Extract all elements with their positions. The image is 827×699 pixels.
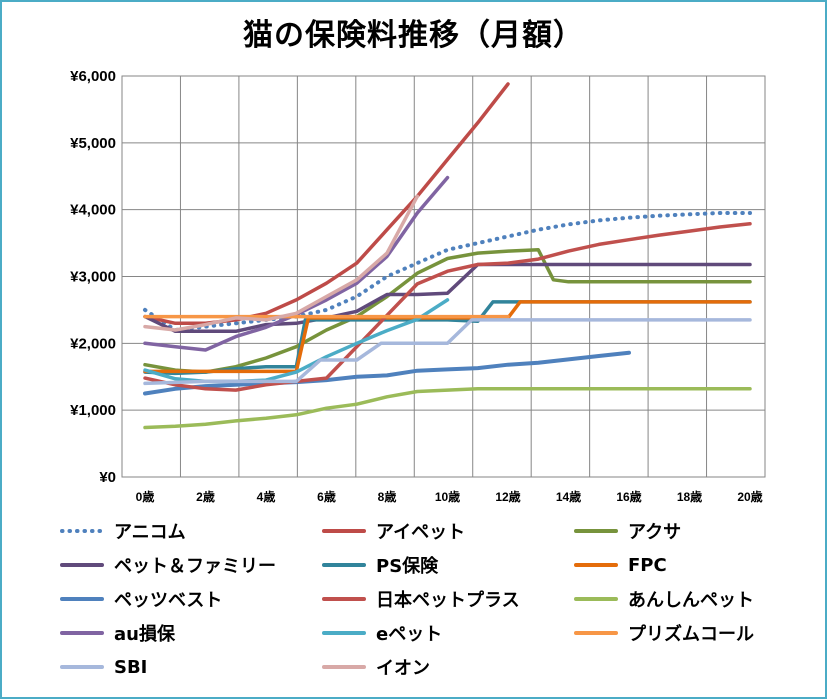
- series-line-5: [143, 300, 752, 374]
- series-line-0: [143, 211, 752, 332]
- x-tick-label: 12歳: [495, 489, 520, 504]
- series-line-12: [143, 318, 752, 386]
- series-line-8: [143, 387, 752, 430]
- x-tick-label: 20歳: [737, 489, 762, 504]
- y-tick-label: ¥1,000: [70, 402, 116, 419]
- x-tick-label: 4歳: [257, 489, 276, 504]
- series-line-2: [143, 248, 752, 374]
- y-tick-label: ¥2,000: [70, 335, 116, 352]
- grid-lines: [121, 75, 766, 478]
- x-tick-label: 14歳: [556, 489, 581, 504]
- series-line-13: [143, 194, 420, 332]
- x-tick-label: 6歳: [317, 489, 336, 504]
- series-line-7: [143, 221, 752, 392]
- x-tick-label: 18歳: [677, 489, 702, 504]
- axis-labels: ¥0 ¥1,000 ¥2,000 ¥3,000 ¥4,000 ¥5,000 ¥6,000 0歳…: [70, 68, 763, 504]
- y-tick-label: ¥6,000: [70, 68, 116, 85]
- series-line-6: [143, 350, 631, 396]
- x-tick-label: 10歳: [435, 489, 460, 504]
- x-tick-label: 0歳: [136, 489, 155, 504]
- x-tick-label: 16歳: [616, 489, 641, 504]
- chart-title: 猫の保険料推移（月額）: [243, 18, 584, 53]
- plot-area-border: [121, 75, 766, 478]
- x-tick-label: 8歳: [378, 489, 397, 504]
- x-tick-label: 2歳: [196, 489, 215, 504]
- y-tick-label: ¥4,000: [70, 202, 116, 219]
- y-tick-label: ¥0: [99, 469, 116, 486]
- y-tick-label: ¥5,000: [70, 135, 116, 152]
- series-lines: [143, 82, 752, 430]
- y-tick-label: ¥3,000: [70, 269, 116, 286]
